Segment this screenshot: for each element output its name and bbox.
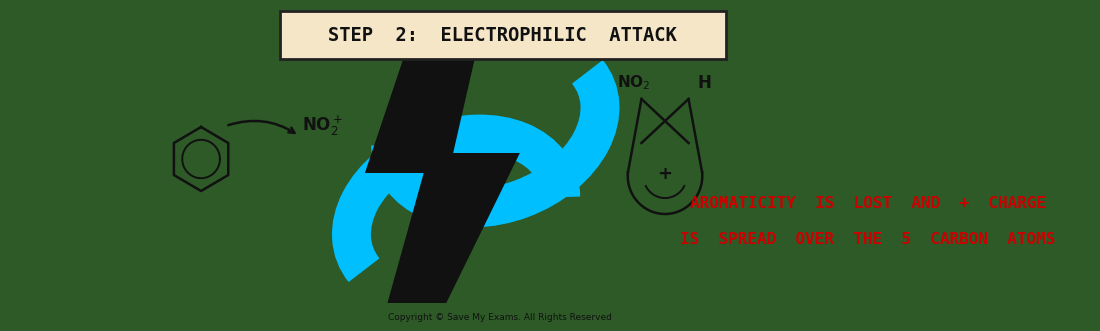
Text: H: H: [697, 74, 712, 92]
Text: NO$_2$: NO$_2$: [617, 74, 650, 92]
Text: IS  SPREAD  OVER  THE  5  CARBON  ATOMS: IS SPREAD OVER THE 5 CARBON ATOMS: [681, 231, 1056, 247]
Text: STEP  2:  ELECTROPHILIC  ATTACK: STEP 2: ELECTROPHILIC ATTACK: [328, 25, 676, 44]
Polygon shape: [365, 33, 520, 303]
Text: Copyright © Save My Exams. All Rights Reserved: Copyright © Save My Exams. All Rights Re…: [388, 313, 613, 322]
Text: +: +: [658, 165, 672, 183]
FancyBboxPatch shape: [279, 11, 726, 59]
Text: AROMATICITY  IS  LOST  AND  +  CHARGE: AROMATICITY IS LOST AND + CHARGE: [690, 196, 1046, 211]
Text: NO$_2^+$: NO$_2^+$: [302, 114, 343, 138]
